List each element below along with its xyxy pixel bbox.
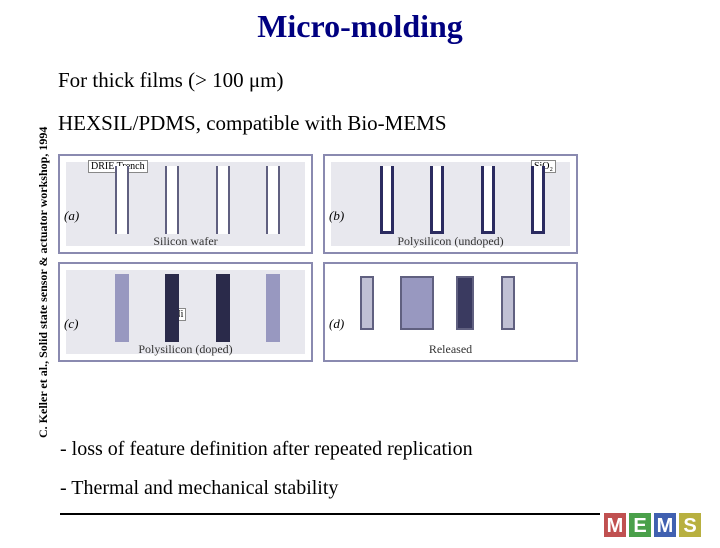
- mems-logo: M E M S: [603, 512, 702, 538]
- compat-line: HEXSIL/PDMS, compatible with Bio-MEMS: [58, 111, 700, 136]
- panel-tag: (b): [329, 208, 344, 224]
- footer-rule: [60, 513, 600, 515]
- logo-letter: M: [603, 512, 627, 538]
- citation-side: C. Keller et al., Solid state sensor & a…: [36, 127, 51, 438]
- logo-letter: M: [653, 512, 677, 538]
- bullet-list: - loss of feature definition after repea…: [60, 438, 473, 516]
- bullet-item: - loss of feature definition after repea…: [60, 438, 473, 461]
- panel-tag: (c): [64, 316, 78, 332]
- panel-label: Polysilicon (undoped): [397, 234, 503, 249]
- subtitle: For thick films (> 100 μm): [58, 68, 700, 93]
- panel-label: Silicon wafer: [153, 234, 217, 249]
- logo-letter: E: [628, 512, 652, 538]
- page-title: Micro-molding: [0, 8, 720, 45]
- panel-tag: (a): [64, 208, 79, 224]
- panel-c: Ni (c) Polysilicon (doped): [58, 262, 313, 362]
- panel-label: Polysilicon (doped): [138, 342, 232, 357]
- process-diagram: DRIE Trench (a) Silicon wafer SiO₂ (b) P…: [58, 154, 578, 362]
- content-body: For thick films (> 100 μm) HEXSIL/PDMS, …: [58, 68, 700, 370]
- panel-d: (d) Released: [323, 262, 578, 362]
- logo-letter: S: [678, 512, 702, 538]
- panel-b: SiO₂ (b) Polysilicon (undoped): [323, 154, 578, 254]
- bullet-item: - Thermal and mechanical stability: [60, 477, 473, 500]
- panel-label: Released: [429, 342, 472, 357]
- panel-a: DRIE Trench (a) Silicon wafer: [58, 154, 313, 254]
- panel-tag: (d): [329, 316, 344, 332]
